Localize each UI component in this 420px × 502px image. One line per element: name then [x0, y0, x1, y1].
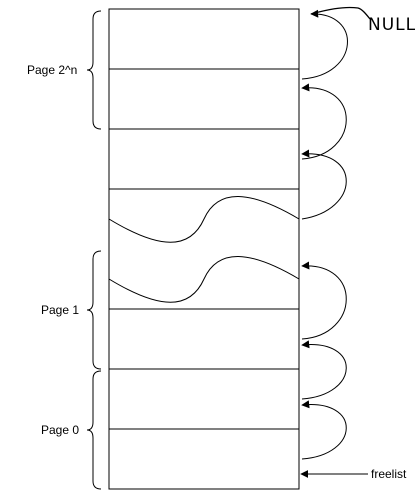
null-label: NULL — [368, 15, 416, 35]
next-pointer-arrow — [301, 83, 347, 160]
memory-column — [108, 8, 300, 490]
brace-page-0 — [86, 370, 102, 490]
freelist-label: freelist — [371, 467, 407, 481]
next-pointer-arrow — [301, 149, 347, 220]
break-wave-top — [108, 196, 300, 243]
brace-page-1 — [86, 250, 102, 370]
page-1-label: Page 1 — [41, 303, 79, 317]
page-2n-label: Page 2^n — [27, 63, 77, 77]
next-pointer-arrow — [301, 9, 348, 80]
next-pointer-arrow — [301, 340, 347, 400]
page-0-label: Page 0 — [41, 423, 79, 437]
next-pointer-arrow — [301, 261, 347, 340]
break-wave-bottom — [108, 256, 300, 303]
null-squiggle — [310, 6, 371, 20]
next-pointer-arrow — [301, 400, 347, 460]
brace-page-2n — [86, 10, 102, 130]
